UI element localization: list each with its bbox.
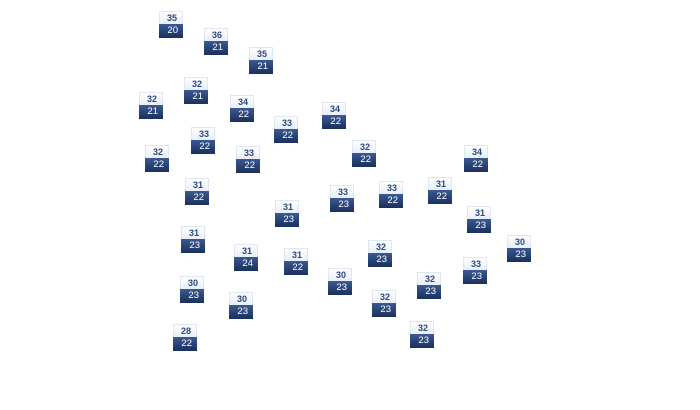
high-temp: 32 bbox=[145, 145, 169, 158]
low-temp: 22 bbox=[191, 140, 215, 154]
low-temp: 23 bbox=[330, 198, 354, 212]
low-temp: 23 bbox=[410, 334, 434, 348]
temperature-marker[interactable]: 32 21 bbox=[139, 92, 163, 119]
temperature-marker[interactable]: 33 22 bbox=[274, 116, 298, 143]
temperature-marker[interactable]: 36 21 bbox=[204, 28, 228, 55]
temperature-marker[interactable]: 32 22 bbox=[145, 145, 169, 172]
low-temp: 22 bbox=[284, 261, 308, 275]
high-temp: 30 bbox=[507, 235, 531, 248]
high-temp: 32 bbox=[139, 92, 163, 105]
low-temp: 24 bbox=[234, 257, 258, 271]
temperature-marker[interactable]: 31 22 bbox=[185, 178, 209, 205]
temperature-marker[interactable]: 33 22 bbox=[191, 127, 215, 154]
temperature-marker[interactable]: 30 23 bbox=[229, 292, 253, 319]
temperature-marker[interactable]: 34 22 bbox=[230, 95, 254, 122]
temperature-marker[interactable]: 35 20 bbox=[159, 11, 183, 38]
low-temp: 23 bbox=[275, 213, 299, 227]
low-temp: 22 bbox=[236, 159, 260, 173]
high-temp: 34 bbox=[322, 102, 346, 115]
low-temp: 23 bbox=[181, 239, 205, 253]
temperature-marker[interactable]: 33 22 bbox=[379, 181, 403, 208]
high-temp: 36 bbox=[204, 28, 228, 41]
temperature-marker[interactable]: 32 23 bbox=[410, 321, 434, 348]
low-temp: 22 bbox=[145, 158, 169, 172]
temperature-marker[interactable]: 32 23 bbox=[417, 272, 441, 299]
temperature-marker[interactable]: 30 23 bbox=[180, 276, 204, 303]
temperature-marker[interactable]: 33 23 bbox=[330, 185, 354, 212]
low-temp: 22 bbox=[428, 190, 452, 204]
low-temp: 21 bbox=[249, 60, 273, 74]
temperature-marker[interactable]: 32 23 bbox=[368, 240, 392, 267]
high-temp: 31 bbox=[275, 200, 299, 213]
temperature-marker[interactable]: 34 22 bbox=[322, 102, 346, 129]
temperature-marker[interactable]: 31 23 bbox=[275, 200, 299, 227]
high-temp: 33 bbox=[274, 116, 298, 129]
low-temp: 23 bbox=[328, 281, 352, 295]
high-temp: 28 bbox=[173, 324, 197, 337]
low-temp: 22 bbox=[352, 153, 376, 167]
temperature-marker[interactable]: 32 21 bbox=[184, 77, 208, 104]
high-temp: 33 bbox=[330, 185, 354, 198]
low-temp: 21 bbox=[139, 105, 163, 119]
low-temp: 22 bbox=[274, 129, 298, 143]
temperature-marker[interactable]: 31 23 bbox=[467, 206, 491, 233]
temperature-marker[interactable]: 33 23 bbox=[463, 257, 487, 284]
low-temp: 22 bbox=[379, 194, 403, 208]
high-temp: 32 bbox=[417, 272, 441, 285]
low-temp: 22 bbox=[464, 158, 488, 172]
high-temp: 31 bbox=[428, 177, 452, 190]
high-temp: 32 bbox=[352, 140, 376, 153]
low-temp: 21 bbox=[204, 41, 228, 55]
high-temp: 32 bbox=[410, 321, 434, 334]
high-temp: 31 bbox=[284, 248, 308, 261]
low-temp: 23 bbox=[372, 303, 396, 317]
low-temp: 23 bbox=[417, 285, 441, 299]
temperature-marker[interactable]: 30 23 bbox=[507, 235, 531, 262]
high-temp: 33 bbox=[236, 146, 260, 159]
low-temp: 22 bbox=[185, 191, 209, 205]
temperature-marker[interactable]: 34 22 bbox=[464, 145, 488, 172]
low-temp: 21 bbox=[184, 90, 208, 104]
high-temp: 31 bbox=[181, 226, 205, 239]
low-temp: 22 bbox=[173, 337, 197, 351]
high-temp: 31 bbox=[234, 244, 258, 257]
temperature-marker[interactable]: 31 23 bbox=[181, 226, 205, 253]
low-temp: 22 bbox=[230, 108, 254, 122]
low-temp: 22 bbox=[322, 115, 346, 129]
high-temp: 34 bbox=[230, 95, 254, 108]
temperature-marker[interactable]: 31 24 bbox=[234, 244, 258, 271]
temperature-marker[interactable]: 32 22 bbox=[352, 140, 376, 167]
low-temp: 23 bbox=[229, 305, 253, 319]
temperature-marker[interactable]: 31 22 bbox=[428, 177, 452, 204]
high-temp: 30 bbox=[328, 268, 352, 281]
temperature-marker[interactable]: 31 22 bbox=[284, 248, 308, 275]
high-temp: 30 bbox=[180, 276, 204, 289]
high-temp: 31 bbox=[185, 178, 209, 191]
high-temp: 33 bbox=[463, 257, 487, 270]
temperature-marker[interactable]: 28 22 bbox=[173, 324, 197, 351]
high-temp: 34 bbox=[464, 145, 488, 158]
low-temp: 23 bbox=[463, 270, 487, 284]
temperature-marker[interactable]: 30 23 bbox=[328, 268, 352, 295]
temperature-marker[interactable]: 35 21 bbox=[249, 47, 273, 74]
low-temp: 23 bbox=[507, 248, 531, 262]
low-temp: 23 bbox=[180, 289, 204, 303]
high-temp: 33 bbox=[191, 127, 215, 140]
high-temp: 31 bbox=[467, 206, 491, 219]
high-temp: 32 bbox=[368, 240, 392, 253]
temperature-marker[interactable]: 32 23 bbox=[372, 290, 396, 317]
high-temp: 32 bbox=[184, 77, 208, 90]
high-temp: 35 bbox=[249, 47, 273, 60]
high-temp: 32 bbox=[372, 290, 396, 303]
high-temp: 30 bbox=[229, 292, 253, 305]
low-temp: 20 bbox=[159, 24, 183, 38]
low-temp: 23 bbox=[368, 253, 392, 267]
high-temp: 33 bbox=[379, 181, 403, 194]
temperature-marker[interactable]: 33 22 bbox=[236, 146, 260, 173]
low-temp: 23 bbox=[467, 219, 491, 233]
high-temp: 35 bbox=[159, 11, 183, 24]
